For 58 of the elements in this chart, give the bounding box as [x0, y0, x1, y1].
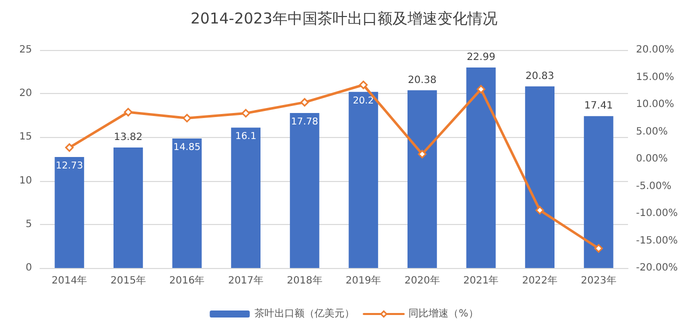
y-tick-label: 10 [19, 175, 32, 186]
point [418, 150, 426, 158]
point [65, 143, 74, 152]
data-label: 16.1 [235, 131, 256, 142]
bar [172, 138, 202, 268]
data-label: 22.99 [466, 52, 496, 64]
legend-label: 同比增速（%） [408, 308, 478, 320]
y-tick-label: 25 [19, 44, 32, 56]
point [300, 98, 309, 107]
y-tick-label: 0 [26, 262, 32, 274]
x-tick-label: 2018年 [286, 274, 322, 286]
x-tick-label: 2015年 [110, 274, 146, 286]
bar [231, 128, 260, 268]
x-tick-label: 2022年 [522, 274, 558, 286]
bar [408, 90, 437, 268]
bar [54, 156, 84, 268]
data-label: 17.78 [291, 116, 318, 128]
y-tick-label: 5 [26, 218, 32, 230]
x-tick-label: 2017年 [228, 274, 264, 286]
y-tick-label: 15 [19, 132, 32, 143]
bar [290, 112, 320, 268]
chart-title: 2014-2023年中国茶叶出口额及增速变化情况 [190, 10, 498, 28]
data-label: 13.82 [114, 132, 143, 143]
y2-tick-label: -10.00% [636, 208, 678, 219]
bar [348, 92, 378, 268]
x-tick-label: 2016年 [169, 274, 205, 286]
y-tick-label: 20 [19, 88, 32, 100]
y2-tick-label: 20.00% [636, 44, 674, 56]
bar [584, 116, 614, 268]
y2-tick-label: 5.00% [636, 126, 668, 138]
point [536, 206, 544, 214]
y2-tick-label: -5.00% [636, 180, 672, 192]
y2-tick-label: 0.00% [636, 154, 668, 164]
point [476, 84, 486, 94]
legend-label: 茶叶出口额（亿美元） [254, 308, 355, 320]
y2-tick-label: -15.00% [636, 235, 678, 246]
y2-tick-label: -20.00% [636, 262, 678, 274]
data-label: 12.73 [56, 160, 83, 172]
data-label: 20.38 [408, 74, 437, 86]
x-tick-label: 2023年 [580, 274, 616, 286]
x-tick-label: 2014年 [52, 274, 88, 286]
data-label: 20.83 [525, 70, 554, 82]
data-label: 20.2 [352, 95, 374, 106]
y2-tick-label: 10.00% [636, 99, 674, 110]
data-label: 14.85 [173, 142, 201, 154]
bar [466, 68, 496, 268]
data-label: 17.41 [584, 100, 613, 112]
point [124, 108, 132, 116]
point [359, 80, 368, 90]
bar [114, 147, 143, 268]
point [182, 114, 192, 122]
bar [525, 86, 554, 268]
x-tick-label: 2019年 [346, 274, 382, 286]
point [594, 244, 603, 253]
point [242, 108, 250, 118]
y2-tick-label: 15.00% [636, 72, 674, 83]
x-tick-label: 2021年 [463, 274, 499, 286]
x-tick-label: 2020年 [404, 274, 440, 286]
